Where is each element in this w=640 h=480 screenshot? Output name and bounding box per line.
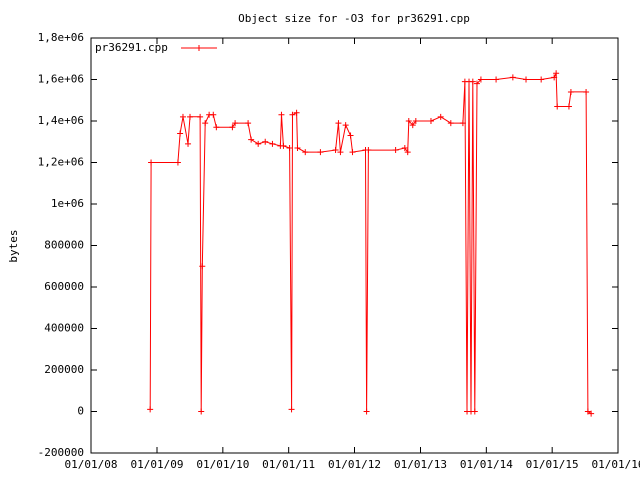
point-marker (202, 120, 209, 127)
y-tick-label: 1e+06 (51, 197, 84, 210)
point-marker (210, 111, 217, 118)
point-marker (286, 144, 293, 151)
x-tick-label: 01/01/09 (131, 458, 184, 471)
y-tick-label: 0 (77, 405, 84, 418)
point-marker (332, 147, 339, 154)
point-marker (405, 118, 412, 124)
point-marker (551, 74, 558, 81)
point-marker (302, 149, 309, 156)
x-tick-label: 01/01/15 (526, 458, 579, 471)
point-marker (523, 76, 530, 83)
point-marker (349, 149, 356, 156)
point-marker (280, 142, 287, 149)
point-marker (197, 113, 204, 120)
point-marker (554, 103, 561, 110)
y-tick-label: 1,8e+06 (38, 31, 84, 44)
point-marker (213, 124, 220, 131)
point-marker (248, 136, 255, 143)
point-marker (294, 144, 301, 151)
plot-border (90, 37, 619, 454)
y-tick-label: 600000 (44, 280, 84, 293)
point-marker (278, 111, 285, 118)
point-marker (148, 159, 155, 166)
point-marker (553, 70, 560, 77)
x-tick-label: 01/01/16 (592, 458, 640, 471)
point-marker (409, 122, 416, 129)
point-marker (583, 88, 590, 95)
point-marker (404, 149, 411, 156)
point-marker (469, 78, 476, 85)
point-marker (179, 113, 186, 120)
point-marker (245, 120, 252, 127)
x-tick-label: 01/01/12 (328, 458, 381, 471)
point-marker (335, 120, 342, 127)
point-marker (477, 76, 484, 83)
point-marker (289, 111, 296, 118)
point-marker (229, 124, 236, 131)
point-marker (588, 410, 595, 417)
point-marker (473, 80, 480, 87)
point-marker (565, 103, 572, 110)
point-marker (459, 120, 466, 127)
x-tick-label: 01/01/10 (196, 458, 249, 471)
point-marker (437, 113, 444, 120)
point-marker (293, 109, 300, 116)
point-marker (262, 138, 269, 145)
y-tick-label: 1,6e+06 (38, 73, 84, 86)
point-marker (567, 88, 574, 95)
x-tick-label: 01/01/08 (65, 458, 118, 471)
x-tick-label: 01/01/14 (460, 458, 513, 471)
point-marker (401, 144, 408, 151)
point-marker (174, 159, 181, 166)
point-marker (471, 408, 478, 415)
point-marker (493, 76, 500, 83)
point-marker (187, 113, 194, 120)
point-marker (147, 406, 154, 413)
point-marker (288, 406, 295, 413)
point-marker (255, 140, 262, 147)
point-marker (509, 74, 516, 81)
point-marker (584, 408, 591, 415)
point-marker (185, 140, 192, 147)
point-marker (392, 147, 399, 154)
x-tick-label: 01/01/11 (262, 458, 315, 471)
point-marker (347, 132, 354, 139)
y-axis-label: bytes (7, 229, 20, 262)
y-tick-label: 1,4e+06 (38, 114, 84, 127)
point-marker (337, 149, 344, 156)
point-marker (269, 140, 276, 147)
y-tick-label: 800000 (44, 239, 84, 252)
point-marker (365, 147, 372, 154)
point-marker (447, 120, 454, 127)
point-marker (198, 408, 205, 415)
y-tick-label: -200000 (38, 446, 84, 459)
point-marker (363, 408, 370, 415)
point-marker (317, 149, 324, 156)
chart-title: Object size for -O3 for pr36291.cpp (238, 12, 470, 25)
legend-swatch-marker (196, 45, 202, 51)
x-tick-label: 01/01/13 (394, 458, 447, 471)
point-marker (538, 76, 545, 83)
point-marker (342, 122, 349, 129)
y-tick-label: 400000 (44, 322, 84, 335)
point-marker (412, 118, 419, 124)
y-tick-label: 200000 (44, 363, 84, 376)
point-marker (199, 263, 206, 270)
point-marker (427, 118, 434, 124)
point-marker (177, 130, 184, 137)
legend-label: pr36291.cpp (95, 41, 168, 54)
point-marker (232, 120, 239, 127)
y-tick-label: 1,2e+06 (38, 156, 84, 169)
